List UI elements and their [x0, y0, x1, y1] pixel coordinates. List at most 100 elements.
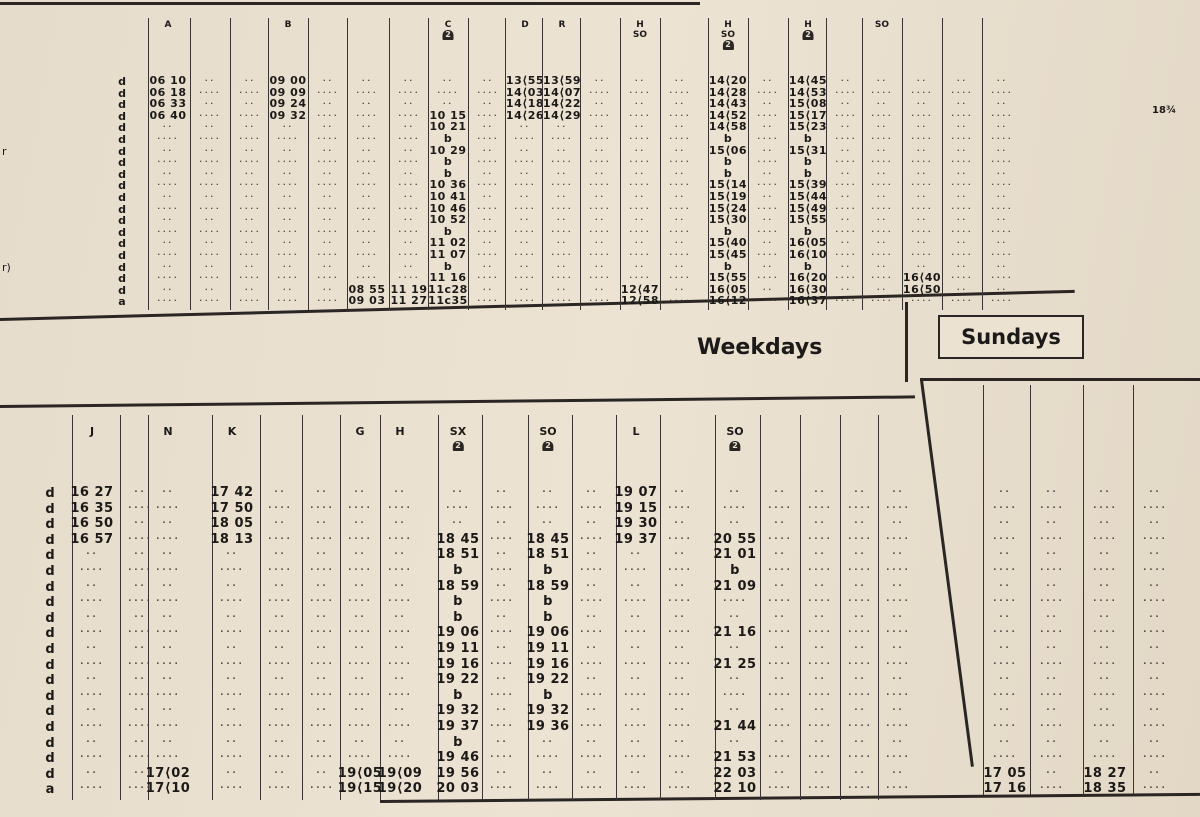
leader-dots: ····: [1039, 500, 1065, 516]
leader-dots: ····: [239, 155, 261, 169]
sundays-top-rule: [920, 378, 1200, 381]
leader-dots: ····: [669, 85, 691, 99]
time-cell: b: [453, 687, 463, 703]
leader-dots: ··: [634, 236, 646, 250]
column-header: H SO: [633, 20, 647, 40]
leader-dots: ··: [161, 609, 175, 625]
time-cell: b: [443, 132, 453, 145]
time-cell: 21 16: [713, 625, 757, 641]
leader-dots: ··: [1045, 516, 1059, 532]
leader-dots: ····: [267, 781, 293, 797]
leader-dots: ····: [911, 85, 933, 99]
leader-dots: ··: [133, 765, 147, 781]
leader-dots: ··: [876, 282, 888, 296]
leader-dots: ··: [762, 213, 774, 227]
leader-dots: ····: [807, 781, 833, 797]
row-type-marker: d: [45, 751, 55, 767]
leader-dots: ····: [239, 248, 261, 261]
leader-dots: ····: [514, 294, 536, 308]
leader-dots: ··: [322, 282, 334, 296]
row-type-marker: d: [45, 486, 55, 501]
time-cell: 10 36: [429, 178, 467, 192]
leader-dots: ····: [835, 85, 857, 99]
leader-dots: ····: [445, 500, 471, 516]
leader-dots: ··: [916, 259, 928, 273]
time-cell: b: [723, 155, 733, 169]
leader-dots: ··: [282, 143, 294, 157]
leader-dots: ··: [1098, 734, 1112, 750]
class-badge-icon: 2: [442, 30, 454, 40]
class-badge-icon: 2: [729, 441, 741, 451]
leader-dots: ··: [403, 259, 415, 273]
leader-dots: ··: [674, 97, 686, 111]
leader-dots: ··: [773, 609, 787, 625]
leader-dots: ··: [1148, 547, 1162, 563]
time-cell: 22 10: [713, 781, 757, 797]
leader-dots: ··: [361, 97, 373, 111]
leader-dots: ··: [161, 641, 175, 656]
leader-dots: ··: [996, 120, 1008, 134]
time-cell: 14⟨45: [788, 74, 828, 87]
leader-dots: ····: [387, 687, 413, 703]
leader-dots: ··: [161, 485, 175, 500]
leader-dots: ····: [309, 625, 335, 641]
leader-dots: ····: [871, 178, 893, 192]
time-cell: 15⟨14: [708, 178, 748, 192]
time-cell: b: [723, 224, 733, 238]
leader-dots: ··: [361, 259, 373, 273]
leader-dots: ··: [495, 516, 509, 532]
time-cell: b: [543, 563, 553, 578]
leader-dots: ··: [673, 641, 687, 656]
time-cell: 15⟨55: [708, 271, 748, 285]
leader-dots: ····: [722, 687, 748, 703]
leader-dots: ··: [585, 485, 599, 500]
leader-dots: ····: [885, 594, 911, 610]
leader-dots: ····: [309, 594, 335, 610]
leader-dots: ····: [991, 224, 1013, 238]
leader-dots: ····: [807, 500, 833, 516]
time-cell: 19 37: [436, 719, 480, 734]
leader-dots: ····: [667, 594, 693, 610]
leader-dots: ····: [277, 224, 299, 238]
time-cell: 14⟨07: [542, 85, 582, 99]
leader-dots: ··: [353, 734, 367, 750]
column-header: R: [559, 20, 566, 30]
time-cell: 19⟨09: [377, 765, 423, 781]
leader-dots: ··: [634, 190, 646, 203]
row-type-marker: d: [118, 121, 126, 135]
row-type-marker: d: [45, 501, 55, 517]
time-cell: 21 09: [713, 578, 757, 594]
column-divider: [660, 18, 661, 310]
leader-dots: ····: [579, 750, 605, 766]
leader-dots: ····: [157, 248, 179, 261]
leader-dots: ····: [911, 224, 933, 238]
leader-dots: ··: [853, 734, 867, 750]
leader-dots: ··: [728, 703, 742, 719]
column-divider: [902, 18, 903, 310]
time-cell: 15⟨06: [708, 143, 748, 157]
leader-dots: ····: [387, 719, 413, 734]
leader-dots: ····: [629, 155, 651, 169]
column-note: D: [521, 20, 529, 30]
leader-dots: ····: [847, 781, 873, 797]
leader-dots: ··: [585, 641, 599, 656]
leader-dots: ····: [951, 248, 973, 261]
time-cell: 16⟨37: [788, 294, 828, 308]
leader-dots: ··: [594, 74, 606, 87]
leader-dots: ··: [594, 120, 606, 134]
leader-dots: ··: [244, 74, 256, 87]
leader-dots: ··: [162, 120, 174, 134]
leader-dots: ····: [347, 563, 373, 578]
time-cell: b: [443, 259, 453, 273]
leader-dots: ····: [239, 294, 261, 308]
leader-dots: ····: [767, 719, 793, 734]
leader-dots: ····: [757, 294, 779, 308]
leader-dots: ····: [514, 178, 536, 192]
leader-dots: ··: [204, 143, 216, 157]
leader-dots: ····: [239, 271, 261, 285]
leader-dots: ····: [489, 531, 515, 547]
leader-dots: ····: [79, 750, 105, 766]
leader-dots: ····: [589, 108, 611, 122]
leader-dots: ····: [767, 625, 793, 641]
